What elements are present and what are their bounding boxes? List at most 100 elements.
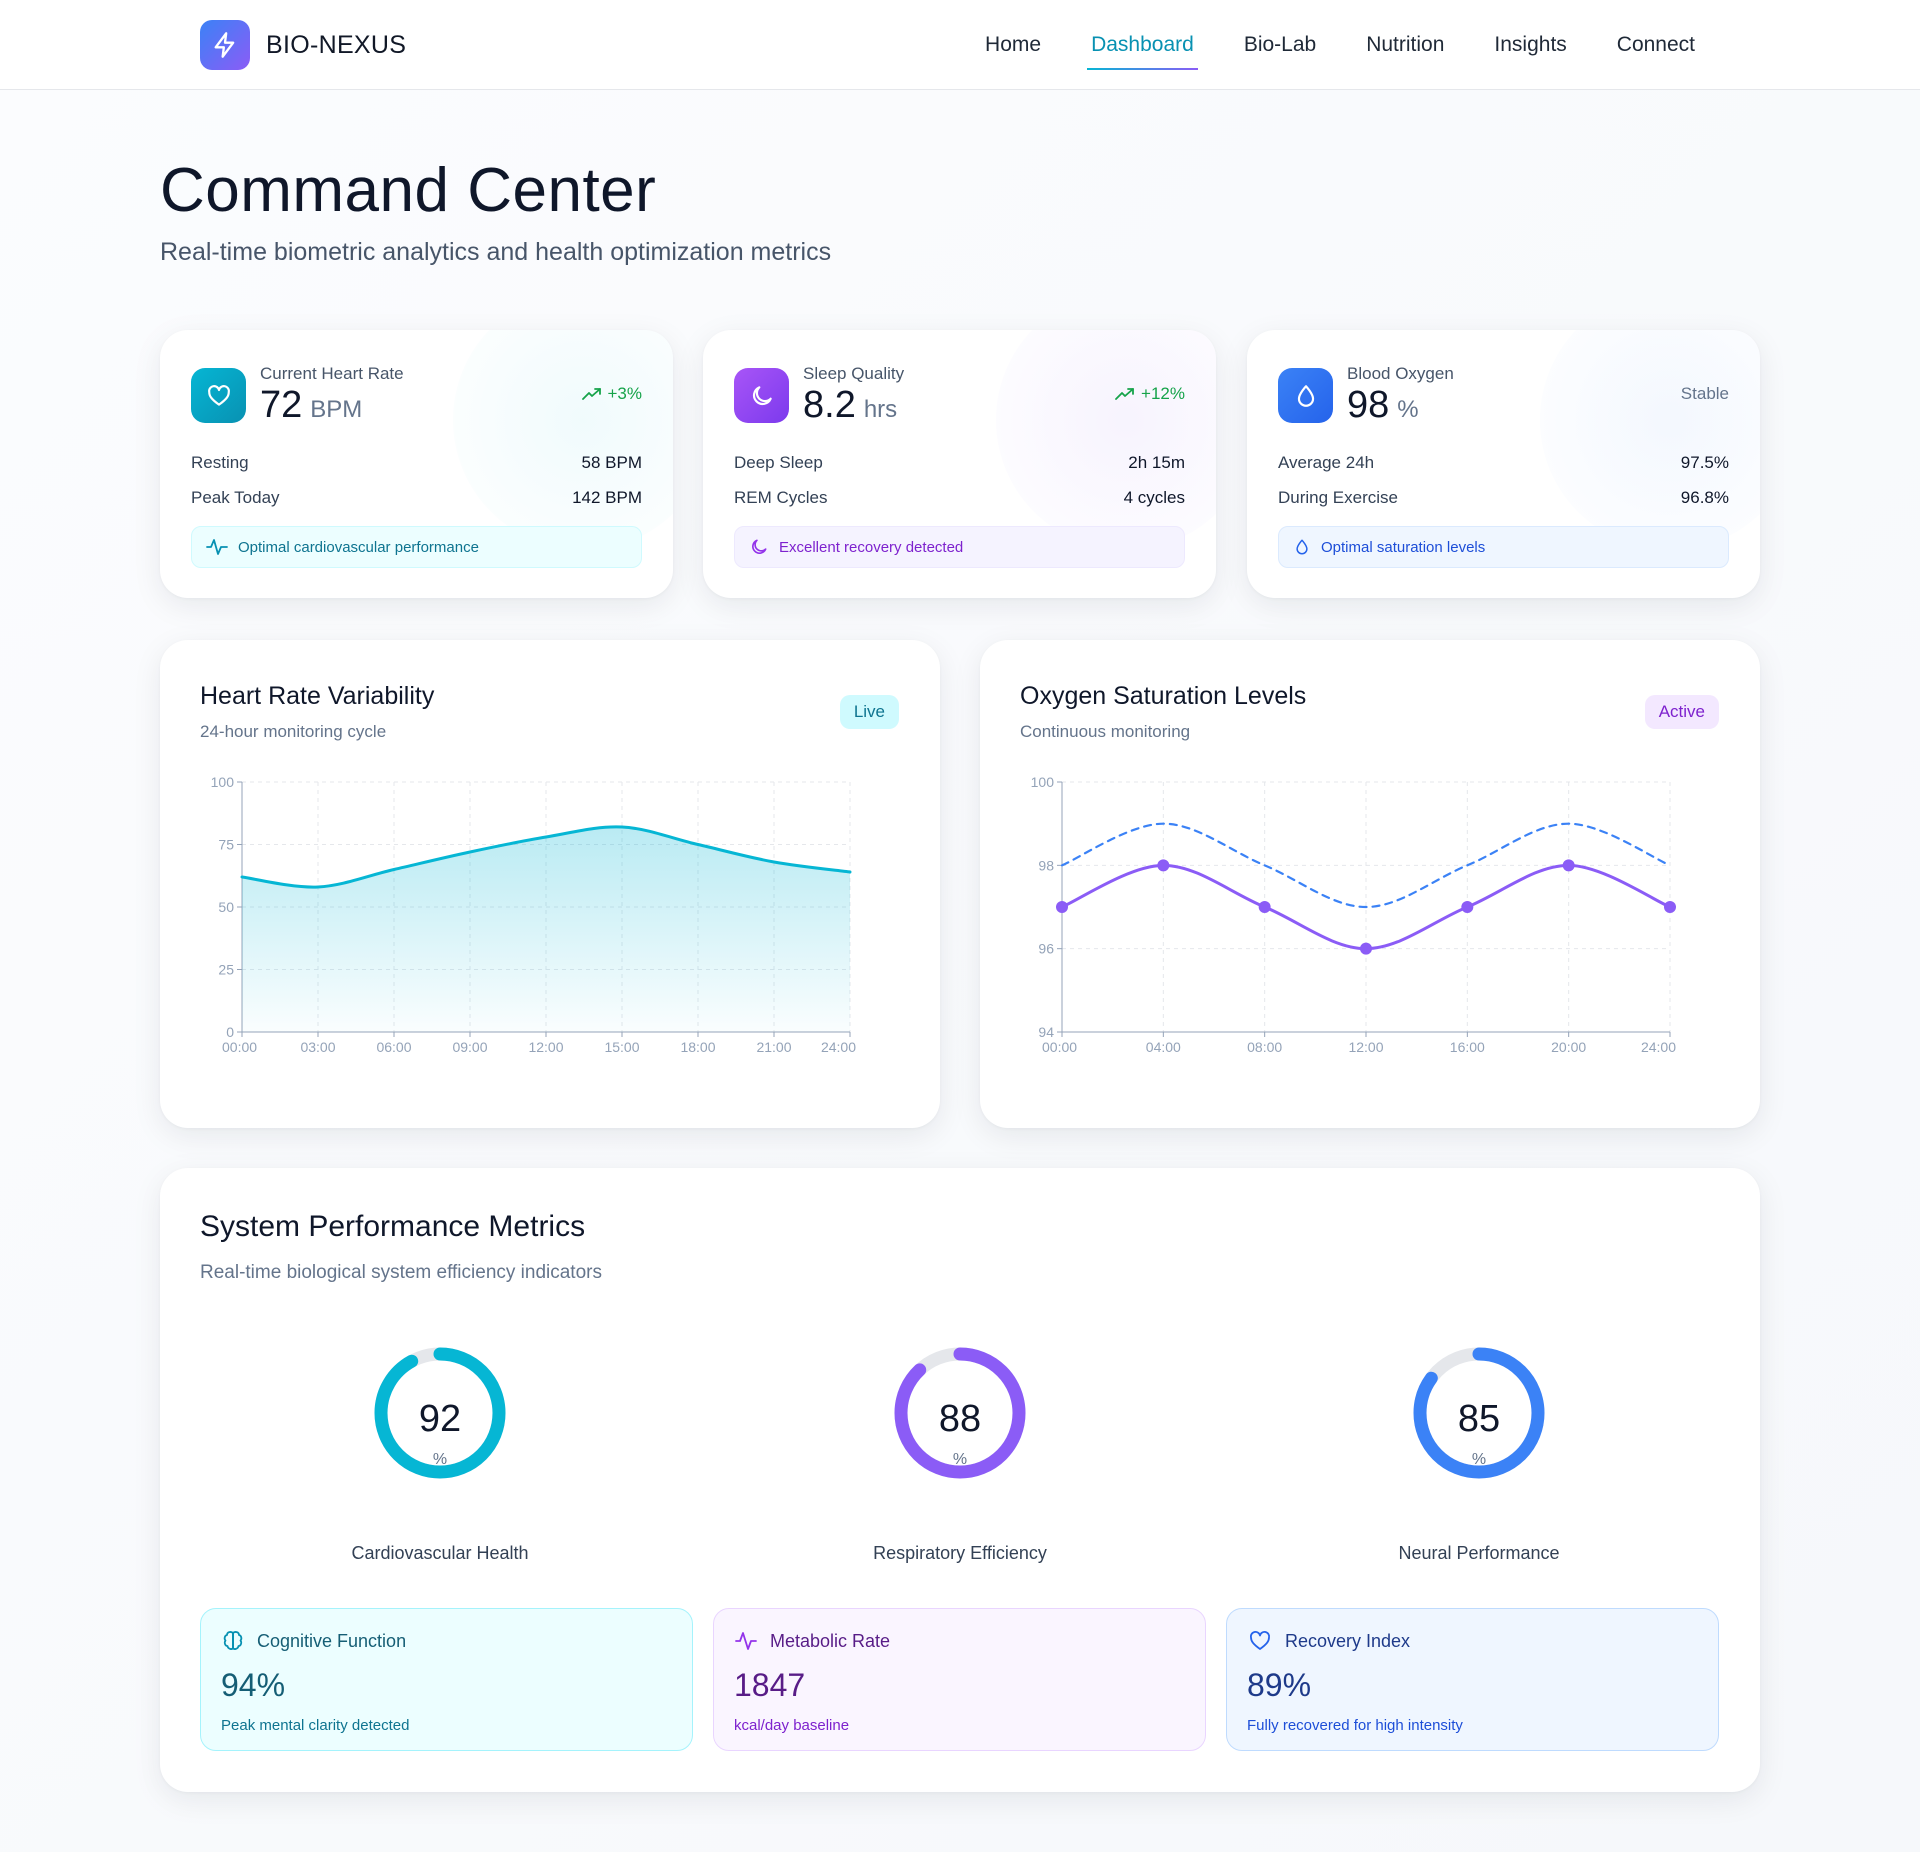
x-tick-label: 21:00 — [756, 1039, 791, 1055]
tile-label: Metabolic Rate — [770, 1630, 891, 1651]
gauge-label: Neural Performance — [1398, 1543, 1560, 1563]
data-point — [1258, 901, 1271, 913]
trend-value: +12% — [1141, 384, 1185, 403]
gauge-respiratory: 88 % Respiratory Efficiency — [810, 1343, 1110, 1593]
trend-value: Stable — [1680, 384, 1729, 403]
data-point — [1562, 859, 1575, 872]
recovery-index-tile[interactable]: Recovery Index 89% Fully recovered for h… — [1226, 1608, 1719, 1751]
tile-note: Peak mental clarity detected — [221, 1717, 410, 1734]
stat-label: Blood Oxygen — [1347, 364, 1454, 383]
lightning-icon — [200, 20, 250, 70]
y-tick-label: 75 — [218, 837, 234, 853]
x-tick-label: 06:00 — [376, 1039, 411, 1055]
tile-header: Cognitive Function — [221, 1629, 406, 1653]
stat-number: 98 — [1347, 384, 1390, 426]
blood-oxygen-card[interactable]: Blood Oxygen 98% Stable Average 24h 97.5%… — [1247, 330, 1760, 598]
oxygen-chart: 94 96 98 100 00:00 04:00 08:00 12:00 16:00 20:00 2… — [1031, 774, 1677, 1055]
pulse-icon — [206, 539, 228, 555]
row-value: 96.8% — [1680, 488, 1729, 507]
stat-number: 8.2 — [803, 384, 856, 426]
gauge-value: 92 — [418, 1398, 462, 1440]
brand[interactable]: BIO-NEXUS — [200, 20, 406, 70]
x-tick-label: 24:00 — [1641, 1039, 1676, 1055]
row-value: 97.5% — [1680, 453, 1729, 472]
x-tick-label: 03:00 — [300, 1039, 335, 1055]
cognitive-function-tile[interactable]: Cognitive Function 94% Peak mental clari… — [200, 1608, 693, 1751]
y-tick-label: 94 — [1038, 1024, 1054, 1040]
x-tick-label: 16:00 — [1450, 1039, 1485, 1055]
x-tick-label: 15:00 — [604, 1039, 639, 1055]
card-glow — [1540, 330, 1760, 550]
stat-value: 98% — [1347, 384, 1419, 427]
y-tick-label: 100 — [211, 774, 235, 790]
stat-row: Deep Sleep 2h 15m — [734, 453, 1185, 473]
gauge-value: 85 — [1457, 1398, 1501, 1440]
chart-title: Oxygen Saturation Levels — [1020, 682, 1307, 710]
metabolic-rate-tile[interactable]: Metabolic Rate 1847 kcal/day baseline — [713, 1608, 1206, 1751]
tile-note: Fully recovered for high intensity — [1247, 1717, 1463, 1734]
card-glow — [996, 330, 1216, 550]
gauge-ring — [1413, 1347, 1545, 1479]
live-badge: Live — [839, 695, 899, 729]
gauge-arc — [1413, 1347, 1545, 1479]
series-line-2 — [1060, 822, 1672, 909]
status-note-text: Optimal saturation levels — [1321, 538, 1486, 556]
stat-row: During Exercise 96.8% — [1278, 488, 1729, 508]
x-tick-label: 18:00 — [680, 1039, 715, 1055]
stat-row: Average 24h 97.5% — [1278, 453, 1729, 473]
gauge-label: Cardiovascular Health — [351, 1543, 529, 1563]
status-note: Excellent recovery detected — [734, 526, 1185, 568]
x-tick-label: 08:00 — [1247, 1039, 1282, 1055]
sleep-quality-card[interactable]: Sleep Quality 8.2 hrs +12% Deep Sleep 2h 1… — [703, 330, 1216, 598]
row-value: 142 BPM — [572, 488, 642, 507]
stat-label: Sleep Quality — [803, 364, 905, 383]
gauge-label: Respiratory Efficiency — [873, 1543, 1047, 1563]
heart-rate-card[interactable]: Current Heart Rate 72 BPM +3% Resting 58 B… — [160, 330, 673, 598]
nav-item-connect[interactable]: Connect — [1616, 33, 1695, 56]
gauge-arc — [374, 1347, 506, 1479]
gauge-arc — [894, 1347, 1026, 1479]
x-tick-label: 20:00 — [1551, 1039, 1586, 1055]
stat-number: 72 — [260, 384, 303, 426]
stat-unit: BPM — [310, 396, 363, 423]
chart-title: Heart Rate Variability — [200, 682, 435, 710]
y-tick-label: 96 — [1038, 941, 1054, 957]
stat-row: REM Cycles 4 cycles — [734, 488, 1185, 508]
gauge-unit: % — [432, 1451, 448, 1468]
tile-value: 1847 — [734, 1667, 806, 1703]
system-metrics-card: System Performance Metrics Real-time bio… — [160, 1168, 1760, 1792]
stat-value: 72 BPM — [260, 384, 362, 427]
row-label: REM Cycles — [734, 488, 828, 507]
row-label: Peak Today — [191, 488, 280, 507]
pulse-icon — [735, 1632, 757, 1650]
oxygen-chart-card: Oxygen Saturation Levels Continuous moni… — [980, 640, 1760, 1128]
tile-label: Recovery Index — [1285, 1630, 1411, 1651]
series-line-1 — [240, 825, 852, 889]
trend-badge: +3% — [581, 384, 643, 404]
y-tick-label: 25 — [218, 962, 234, 978]
x-tick-label: 04:00 — [1146, 1039, 1181, 1055]
chart-subtitle: 24-hour monitoring cycle — [200, 722, 387, 741]
trend-value: +3% — [607, 384, 643, 403]
heart-icon — [191, 368, 246, 423]
x-tick-label: 12:00 — [1348, 1039, 1383, 1055]
y-tick-label: 98 — [1038, 857, 1054, 873]
trend-up-icon — [581, 388, 601, 400]
nav-item-bio-lab[interactable]: Bio-Lab — [1243, 33, 1317, 56]
row-value: 2h 15m — [1128, 453, 1185, 472]
gauge-value: 88 — [938, 1398, 982, 1440]
nav-item-insights[interactable]: Insights — [1494, 33, 1567, 56]
nav-item-home[interactable]: Home — [985, 33, 1042, 56]
top-nav: BIO-NEXUS Home Dashboard Bio-Lab Nutriti… — [0, 0, 1920, 90]
trend-up-icon — [1115, 388, 1134, 400]
row-value: 4 cycles — [1123, 488, 1185, 507]
metrics-subtitle: Real-time biological system efficiency i… — [200, 1262, 602, 1283]
nav-links: Home Dashboard Bio-Lab Nutrition Insight… — [960, 0, 1720, 90]
tile-value: 89% — [1247, 1667, 1312, 1703]
nav-item-nutrition[interactable]: Nutrition — [1366, 33, 1445, 56]
data-point — [1360, 942, 1372, 955]
chart-subtitle: Continuous monitoring — [1020, 722, 1191, 741]
gauge-ring — [374, 1347, 506, 1479]
nav-item-dashboard[interactable]: Dashboard — [1066, 0, 1219, 90]
stat-label: Current Heart Rate — [260, 364, 404, 383]
